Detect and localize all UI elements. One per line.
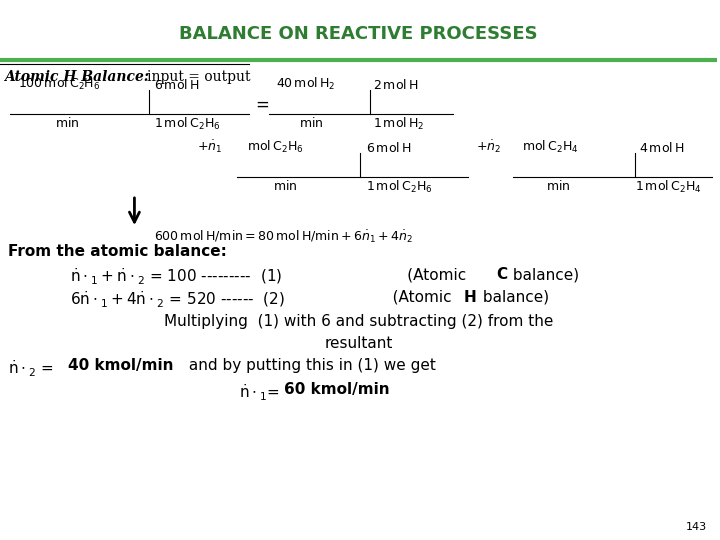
Text: $2\,\mathrm{mol\,H}$: $2\,\mathrm{mol\,H}$ bbox=[374, 78, 419, 92]
Text: $100\,\mathrm{mol\,C_2H_6}$: $100\,\mathrm{mol\,C_2H_6}$ bbox=[18, 76, 100, 92]
Text: Atomic H Balance:: Atomic H Balance: bbox=[4, 70, 149, 84]
Text: $\mathrm{min}$: $\mathrm{min}$ bbox=[299, 116, 323, 130]
Text: balance): balance) bbox=[478, 290, 549, 305]
Text: From the atomic balance:: From the atomic balance: bbox=[8, 244, 227, 259]
Text: 60 kmol/min: 60 kmol/min bbox=[284, 382, 390, 397]
Text: $\mathsf{6\dot{n}\cdot_1 + 4\dot{n}\cdot_2}$ = 520 ------  (2): $\mathsf{6\dot{n}\cdot_1 + 4\dot{n}\cdot… bbox=[70, 290, 285, 310]
Text: 143: 143 bbox=[686, 522, 707, 532]
Text: $=$: $=$ bbox=[252, 96, 269, 112]
Text: input = output: input = output bbox=[148, 70, 251, 84]
Text: $+\dot{n}_1$: $+\dot{n}_1$ bbox=[197, 138, 222, 155]
Text: $\mathsf{\dot{n}\cdot_1 + \dot{n}\cdot_2}$ = 100 ---------  (1): $\mathsf{\dot{n}\cdot_1 + \dot{n}\cdot_2… bbox=[70, 267, 282, 287]
Text: $+\dot{n}_2$: $+\dot{n}_2$ bbox=[476, 138, 501, 155]
Text: $1\,\mathrm{mol\,C_2H_4}$: $1\,\mathrm{mol\,C_2H_4}$ bbox=[635, 179, 702, 195]
Text: Multiplying  (1) with 6 and subtracting (2) from the: Multiplying (1) with 6 and subtracting (… bbox=[163, 314, 553, 329]
Text: C: C bbox=[496, 267, 507, 282]
Text: $\mathrm{min}$: $\mathrm{min}$ bbox=[55, 116, 79, 130]
Text: $\mathrm{mol\,C_2H_6}$: $\mathrm{mol\,C_2H_6}$ bbox=[247, 139, 304, 155]
Text: $6\,\mathrm{mol\,H}$: $6\,\mathrm{mol\,H}$ bbox=[154, 78, 200, 92]
Text: $40\,\mathrm{mol\,H_2}$: $40\,\mathrm{mol\,H_2}$ bbox=[276, 76, 336, 92]
Text: $1\,\mathrm{mol\,H_2}$: $1\,\mathrm{mol\,H_2}$ bbox=[374, 116, 425, 132]
Text: resultant: resultant bbox=[324, 336, 392, 351]
Text: $\mathrm{min}$: $\mathrm{min}$ bbox=[273, 179, 297, 193]
Text: $\mathsf{\dot{n}\cdot_1}$=: $\mathsf{\dot{n}\cdot_1}$= bbox=[239, 382, 282, 403]
Text: $6\,\mathrm{mol\,H}$: $6\,\mathrm{mol\,H}$ bbox=[366, 141, 412, 155]
Text: 40 kmol/min: 40 kmol/min bbox=[68, 358, 174, 373]
Text: $\mathrm{min}$: $\mathrm{min}$ bbox=[546, 179, 570, 193]
Text: and by putting this in (1) we get: and by putting this in (1) we get bbox=[184, 358, 436, 373]
Text: (Atomic: (Atomic bbox=[379, 267, 472, 282]
Text: balance): balance) bbox=[508, 267, 579, 282]
Text: $4\,\mathrm{mol\,H}$: $4\,\mathrm{mol\,H}$ bbox=[639, 141, 685, 155]
Text: (Atomic: (Atomic bbox=[379, 290, 457, 305]
Text: $600\,\mathrm{mol\,H/min} = 80\,\mathrm{mol\,H/min} + 6\dot{n}_1 + 4\dot{n}_2$: $600\,\mathrm{mol\,H/min} = 80\,\mathrm{… bbox=[154, 228, 414, 245]
Text: $1\,\mathrm{mol\,C_2H_6}$: $1\,\mathrm{mol\,C_2H_6}$ bbox=[154, 116, 221, 132]
Text: BALANCE ON REACTIVE PROCESSES: BALANCE ON REACTIVE PROCESSES bbox=[179, 25, 538, 43]
Text: $1\,\mathrm{mol\,C_2H_6}$: $1\,\mathrm{mol\,C_2H_6}$ bbox=[366, 179, 433, 195]
Text: $\mathsf{\dot{n}\cdot_2}$ =: $\mathsf{\dot{n}\cdot_2}$ = bbox=[8, 358, 55, 379]
Text: $\mathrm{mol\,C_2H_4}$: $\mathrm{mol\,C_2H_4}$ bbox=[522, 139, 578, 155]
Text: H: H bbox=[464, 290, 477, 305]
